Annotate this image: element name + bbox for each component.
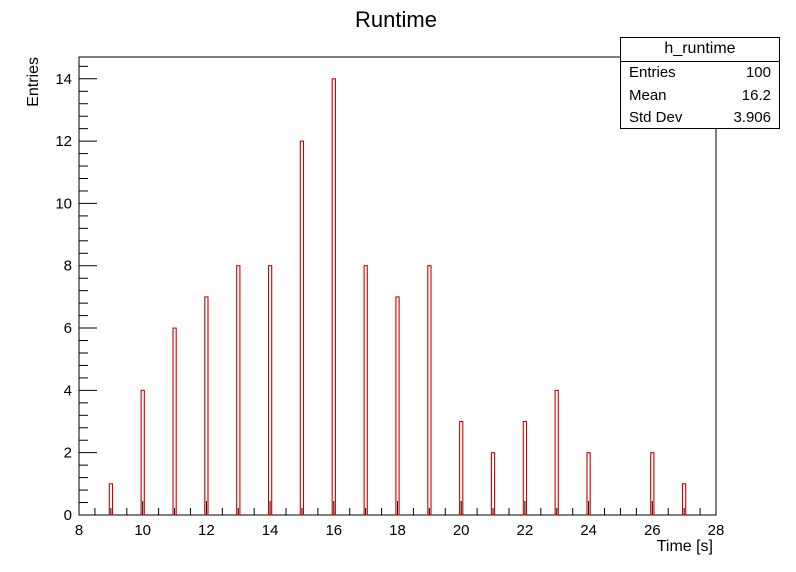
histogram-bar <box>331 78 336 516</box>
histogram-bar <box>236 265 241 516</box>
y-tick-label: 6 <box>64 320 72 337</box>
y-axis: 0 2 4 6 8 10 12 14 <box>55 65 97 524</box>
stats-value: 100 <box>745 64 771 81</box>
histogram-bar <box>299 140 305 516</box>
histogram-bar <box>267 265 273 516</box>
stats-row-entries: Entries 100 <box>621 62 779 85</box>
stats-label: Entries <box>629 64 676 81</box>
x-axis: 8 10 12 14 16 18 20 22 24 26 28 <box>75 501 725 539</box>
y-tick-label: 14 <box>55 71 72 88</box>
stats-box: h_runtime Entries 100 Mean 16.2 Std Dev … <box>620 37 780 129</box>
chart-title: Runtime <box>355 7 437 32</box>
x-tick-label: 8 <box>75 522 83 539</box>
y-tick-label: 0 <box>64 507 72 524</box>
x-tick-label: 18 <box>389 522 406 539</box>
y-tick-label: 8 <box>64 258 72 275</box>
histogram-bar <box>140 389 145 516</box>
bars-group <box>108 78 687 516</box>
histogram-bar <box>554 389 559 516</box>
histogram-bar <box>204 296 209 516</box>
x-tick-label: 14 <box>262 522 279 539</box>
stats-label: Mean <box>629 86 667 104</box>
histogram-bar <box>522 420 528 516</box>
y-tick-label: 2 <box>64 445 72 462</box>
y-tick-label: 12 <box>55 133 72 150</box>
x-tick-label: 10 <box>134 522 151 539</box>
x-axis-label: Time [s] <box>657 538 713 555</box>
x-tick-label: 16 <box>325 522 342 539</box>
histogram-bar <box>363 265 368 516</box>
histogram-bar <box>427 265 432 516</box>
x-tick-label: 12 <box>198 522 215 539</box>
histogram-bar <box>395 296 400 516</box>
histogram-bar <box>490 452 496 516</box>
x-tick-label: 24 <box>580 522 597 539</box>
x-tick-label: 20 <box>453 522 470 539</box>
stats-row-mean: Mean 16.2 <box>621 85 779 108</box>
x-tick-label: 28 <box>708 522 725 539</box>
x-tick-label: 26 <box>644 522 661 539</box>
x-tick-label: 22 <box>517 522 534 539</box>
histogram-bar <box>459 420 464 516</box>
stats-value: 16.2 <box>741 86 771 104</box>
stats-value: 3.906 <box>733 109 771 126</box>
stats-row-stddev: Std Dev 3.906 <box>621 107 779 130</box>
y-tick-label: 10 <box>55 195 72 212</box>
histogram-bar <box>172 327 177 516</box>
stats-label: Std Dev <box>629 109 683 126</box>
y-tick-label: 4 <box>64 382 72 399</box>
y-axis-label: Entries <box>25 57 42 107</box>
stats-title: h_runtime <box>621 38 779 62</box>
